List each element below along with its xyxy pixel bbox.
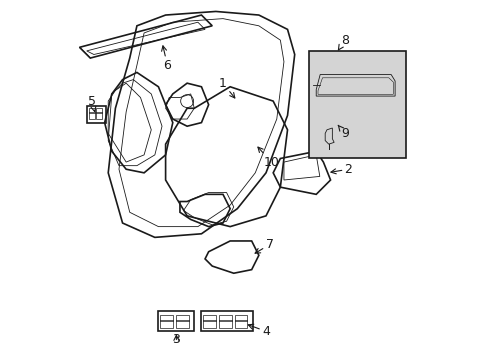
Text: 1: 1 xyxy=(219,77,234,98)
Text: 7: 7 xyxy=(255,238,273,253)
Bar xyxy=(176,320,188,328)
Text: 6: 6 xyxy=(161,46,171,72)
Bar xyxy=(160,315,172,320)
Bar xyxy=(219,315,231,320)
Bar xyxy=(158,311,194,330)
Bar xyxy=(203,315,215,320)
Bar xyxy=(308,51,405,158)
Bar xyxy=(219,320,231,328)
Bar xyxy=(234,320,247,328)
Bar xyxy=(96,112,102,119)
Text: 5: 5 xyxy=(88,95,96,112)
Text: 2: 2 xyxy=(330,163,352,176)
Text: 9: 9 xyxy=(337,125,348,140)
Text: 10: 10 xyxy=(257,147,279,168)
Bar xyxy=(88,108,94,113)
Text: 4: 4 xyxy=(248,324,269,338)
Bar xyxy=(96,108,102,113)
Bar xyxy=(86,107,106,123)
Bar xyxy=(201,311,253,330)
Text: 8: 8 xyxy=(338,33,348,50)
Text: 3: 3 xyxy=(172,333,180,346)
Bar xyxy=(234,315,247,320)
Bar xyxy=(176,315,188,320)
Bar xyxy=(160,320,172,328)
Bar xyxy=(88,112,94,119)
Bar xyxy=(203,320,215,328)
